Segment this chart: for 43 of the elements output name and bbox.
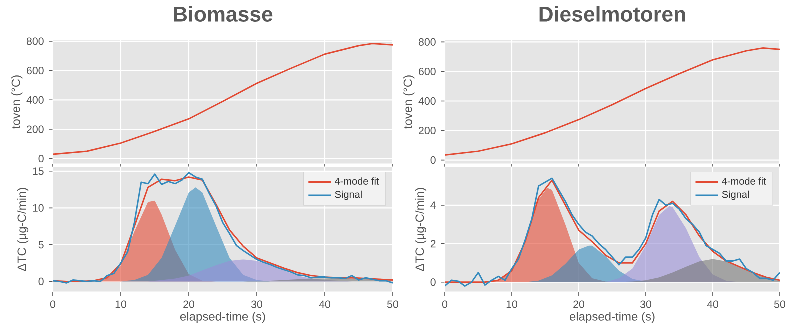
line-series — [445, 48, 780, 156]
y-tick-label: 800 — [418, 38, 436, 46]
y-tick-label: 5 — [38, 241, 44, 249]
y-tick-label: 0 — [38, 155, 44, 163]
x-tick-label: 30 — [251, 300, 263, 308]
y-tick-label: 600 — [27, 67, 44, 75]
y-tick-label: 200 — [419, 127, 436, 135]
y-axis-title: toven (°C) — [403, 76, 415, 129]
y-tick-label: 0 — [430, 278, 436, 286]
y-axis-title: toven (°C) — [11, 76, 23, 129]
x-tick-label: 0 — [50, 300, 56, 308]
x-tick-label: 50 — [387, 300, 399, 308]
y-axis-title: ΔTC (μg-C/min) — [415, 188, 427, 272]
y-tick-label: 400 — [418, 97, 436, 106]
y-tick-label: 0 — [430, 156, 436, 164]
line-series — [53, 43, 393, 156]
legend-label: Signal — [335, 190, 362, 200]
legend-label: Signal — [722, 190, 750, 200]
x-tick-label: 20 — [574, 300, 585, 308]
y-tick-label: 800 — [26, 38, 44, 46]
x-tick-label: 40 — [319, 300, 331, 308]
y-tick-label: 0 — [38, 278, 44, 286]
x-tick-label: 20 — [184, 300, 195, 308]
x-tick-label: 0 — [442, 300, 448, 308]
y-tick-label: 2 — [430, 240, 436, 248]
legend-label: 4-mode fit — [722, 178, 766, 185]
x-tick-label: 10 — [506, 300, 518, 308]
y-tick-label: 10 — [33, 204, 44, 212]
x-tick-label: 50 — [774, 300, 786, 308]
y-axis-title: ΔTC (μg-C/min) — [17, 188, 29, 272]
x-tick-label: 40 — [707, 300, 719, 308]
x-axis-title: elapsed-time (s) — [180, 312, 266, 324]
chart-title: Biomasse — [174, 6, 273, 22]
x-axis-title: elapsed-time (s) — [570, 312, 655, 324]
y-tick-label: 600 — [419, 68, 436, 76]
chart-title: Dieselmotoren — [540, 6, 686, 22]
legend-label: 4-mode fit — [335, 178, 380, 185]
y-tick-label: 200 — [27, 126, 44, 134]
y-tick-label: 400 — [26, 96, 44, 104]
y-tick-label: 15 — [33, 168, 44, 176]
y-tick-label: 4 — [430, 202, 436, 210]
x-tick-label: 30 — [640, 300, 652, 308]
x-tick-label: 10 — [116, 300, 127, 308]
